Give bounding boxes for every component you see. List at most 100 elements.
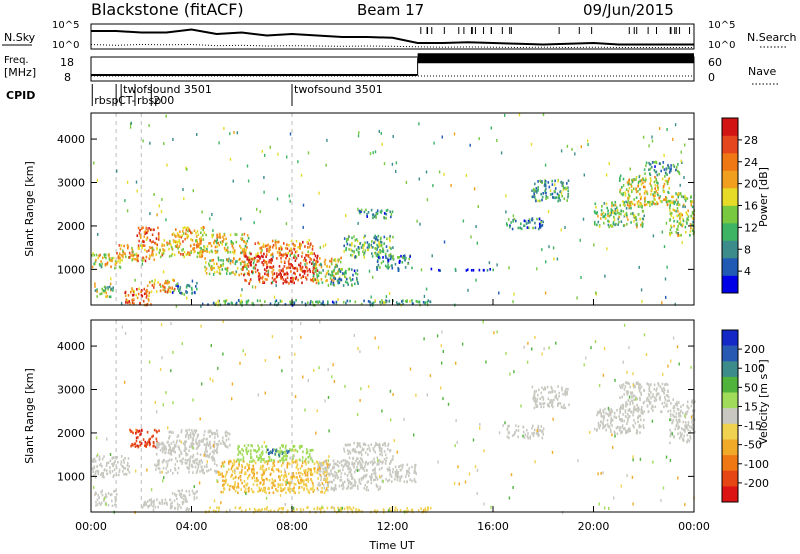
heatmap-cell: [156, 243, 159, 247]
heatmap-cell: [271, 468, 273, 471]
heatmap-cell: [333, 301, 335, 305]
heatmap-cell: [111, 470, 114, 473]
heatmap-cell: [312, 269, 314, 273]
heatmap-cell: [359, 442, 361, 445]
heatmap-cell: [240, 488, 242, 491]
heatmap-cell: [549, 401, 551, 404]
heatmap-cell: [266, 249, 268, 253]
heatmap-cell: [154, 278, 156, 282]
heatmap-cell: [490, 126, 492, 130]
heatmap-cell: [342, 483, 344, 487]
heatmap-cell: [203, 443, 206, 446]
heatmap-cell: [360, 478, 363, 482]
heatmap-cell: [323, 473, 325, 476]
heatmap-cell: [558, 395, 560, 398]
heatmap-cell: [389, 389, 392, 393]
heatmap-cell: [91, 265, 94, 269]
heatmap-cell: [583, 363, 585, 367]
heatmap-cell: [263, 190, 265, 194]
heatmap-cell: [126, 464, 129, 467]
heatmap-cell: [650, 179, 652, 182]
heatmap-cell: [411, 302, 414, 305]
heatmap-cell: [192, 460, 194, 463]
heatmap-cell: [196, 496, 198, 499]
heatmap-cell: [308, 268, 311, 271]
heatmap-cell: [133, 302, 135, 305]
heatmap-cell: [301, 464, 303, 468]
heatmap-cell: [188, 251, 190, 255]
heatmap-cell: [322, 467, 324, 471]
heatmap-cell: [140, 290, 142, 293]
heatmap-cell: [294, 244, 296, 247]
heatmap-cell: [542, 398, 545, 401]
heatmap-cell: [626, 222, 628, 226]
sky-search-strip: N.Sky 10^5 10^0 10^5 10^0 N.Search: [2, 20, 797, 51]
heatmap-cell: [270, 450, 272, 453]
heatmap-cell: [330, 260, 333, 263]
heatmap-cell: [111, 462, 113, 466]
heatmap-cell: [393, 439, 395, 443]
heatmap-cell: [567, 195, 569, 199]
heatmap-cell: [273, 464, 276, 467]
heatmap-cell: [286, 461, 289, 465]
heatmap-cell: [562, 188, 565, 192]
heatmap-cell: [617, 223, 619, 226]
heatmap-cell: [542, 405, 545, 409]
heatmap-cell: [283, 454, 286, 458]
heatmap-cell: [275, 280, 277, 284]
heatmap-cell: [137, 226, 140, 230]
heatmap-cell: [396, 474, 399, 477]
heatmap-cell: [685, 411, 687, 414]
heatmap-cell: [678, 222, 681, 225]
heatmap-cell: [342, 459, 345, 462]
heatmap-cell: [279, 452, 281, 455]
heatmap-cell: [171, 247, 174, 250]
heatmap-cell: [322, 244, 325, 248]
heatmap-cell: [103, 476, 105, 479]
heatmap-cell: [639, 187, 641, 191]
heatmap-cell: [339, 270, 342, 273]
colorbar-tick-label: 12: [744, 221, 758, 234]
heatmap-cell: [191, 279, 194, 283]
heatmap-cell: [168, 443, 171, 447]
heatmap-cell: [341, 487, 344, 491]
heatmap-cell: [204, 269, 207, 272]
heatmap-cell: [545, 187, 547, 191]
heatmap-cell: [299, 262, 302, 265]
heatmap-cell: [258, 446, 261, 450]
heatmap-cell: [161, 500, 163, 504]
heatmap-cell: [429, 506, 432, 510]
heatmap-cell: [538, 222, 541, 226]
colorbar-swatch: [722, 275, 738, 294]
heatmap-cell: [251, 476, 254, 480]
heatmap-cell: [282, 488, 285, 491]
heatmap-cell: [621, 186, 623, 189]
heatmap-cell: [639, 203, 641, 207]
heatmap-cell: [291, 276, 293, 280]
heatmap-cell: [387, 259, 390, 262]
heatmap-cell: [95, 500, 97, 504]
heatmap-cell: [348, 248, 350, 251]
heatmap-cell: [631, 395, 633, 399]
heatmap-cell: [317, 483, 319, 487]
heatmap-cell: [220, 465, 223, 468]
heatmap-cell: [284, 450, 287, 454]
freq-tick-bottom: 8: [64, 71, 71, 84]
heatmap-cell: [258, 278, 261, 281]
heatmap-cell: [520, 227, 523, 231]
heatmap-cell: [683, 434, 685, 438]
heatmap-cell: [305, 468, 307, 472]
heatmap-cell: [290, 449, 293, 452]
heatmap-cell: [299, 475, 301, 478]
heatmap-cell: [258, 508, 260, 512]
heatmap-cell: [135, 293, 137, 297]
heatmap-cell: [216, 448, 218, 451]
heatmap-cell: [263, 479, 265, 482]
heatmap-cell: [222, 479, 224, 482]
heatmap-cell: [363, 256, 366, 259]
heatmap-cell: [651, 188, 653, 192]
heatmap-cell: [127, 462, 129, 465]
heatmap-cell: [222, 475, 224, 478]
heatmap-cell: [177, 284, 179, 288]
heatmap-cell: [92, 474, 95, 477]
